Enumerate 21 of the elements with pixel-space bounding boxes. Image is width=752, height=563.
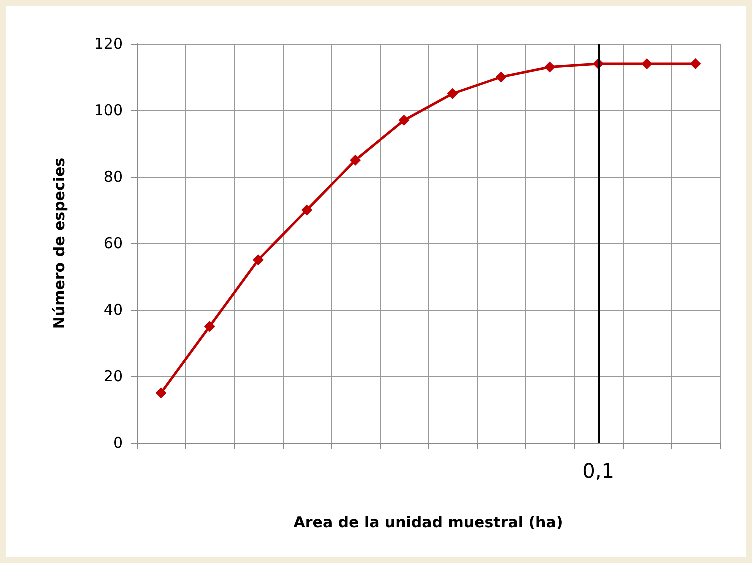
point xyxy=(544,62,556,73)
y-tick-label: 120 xyxy=(94,35,123,53)
y-tick-label: 40 xyxy=(104,301,123,319)
point xyxy=(642,58,653,70)
y-tick-label: 20 xyxy=(104,368,123,386)
y-tick-label: 80 xyxy=(104,168,123,186)
y-axis-title: Número de especies xyxy=(50,158,68,330)
point xyxy=(350,154,362,166)
point xyxy=(252,254,264,266)
point xyxy=(447,88,458,100)
x-axis-title: Area de la unidad muestral (ha) xyxy=(294,514,564,532)
point xyxy=(690,58,702,70)
y-tick-label: 100 xyxy=(94,102,123,120)
point xyxy=(302,204,313,216)
point xyxy=(204,321,216,332)
point xyxy=(156,388,167,399)
y-tick-label: 60 xyxy=(104,234,123,252)
text: 0,1 xyxy=(582,459,614,483)
point xyxy=(496,72,507,83)
point xyxy=(398,114,410,126)
y-tick-label: 0 xyxy=(113,434,123,452)
